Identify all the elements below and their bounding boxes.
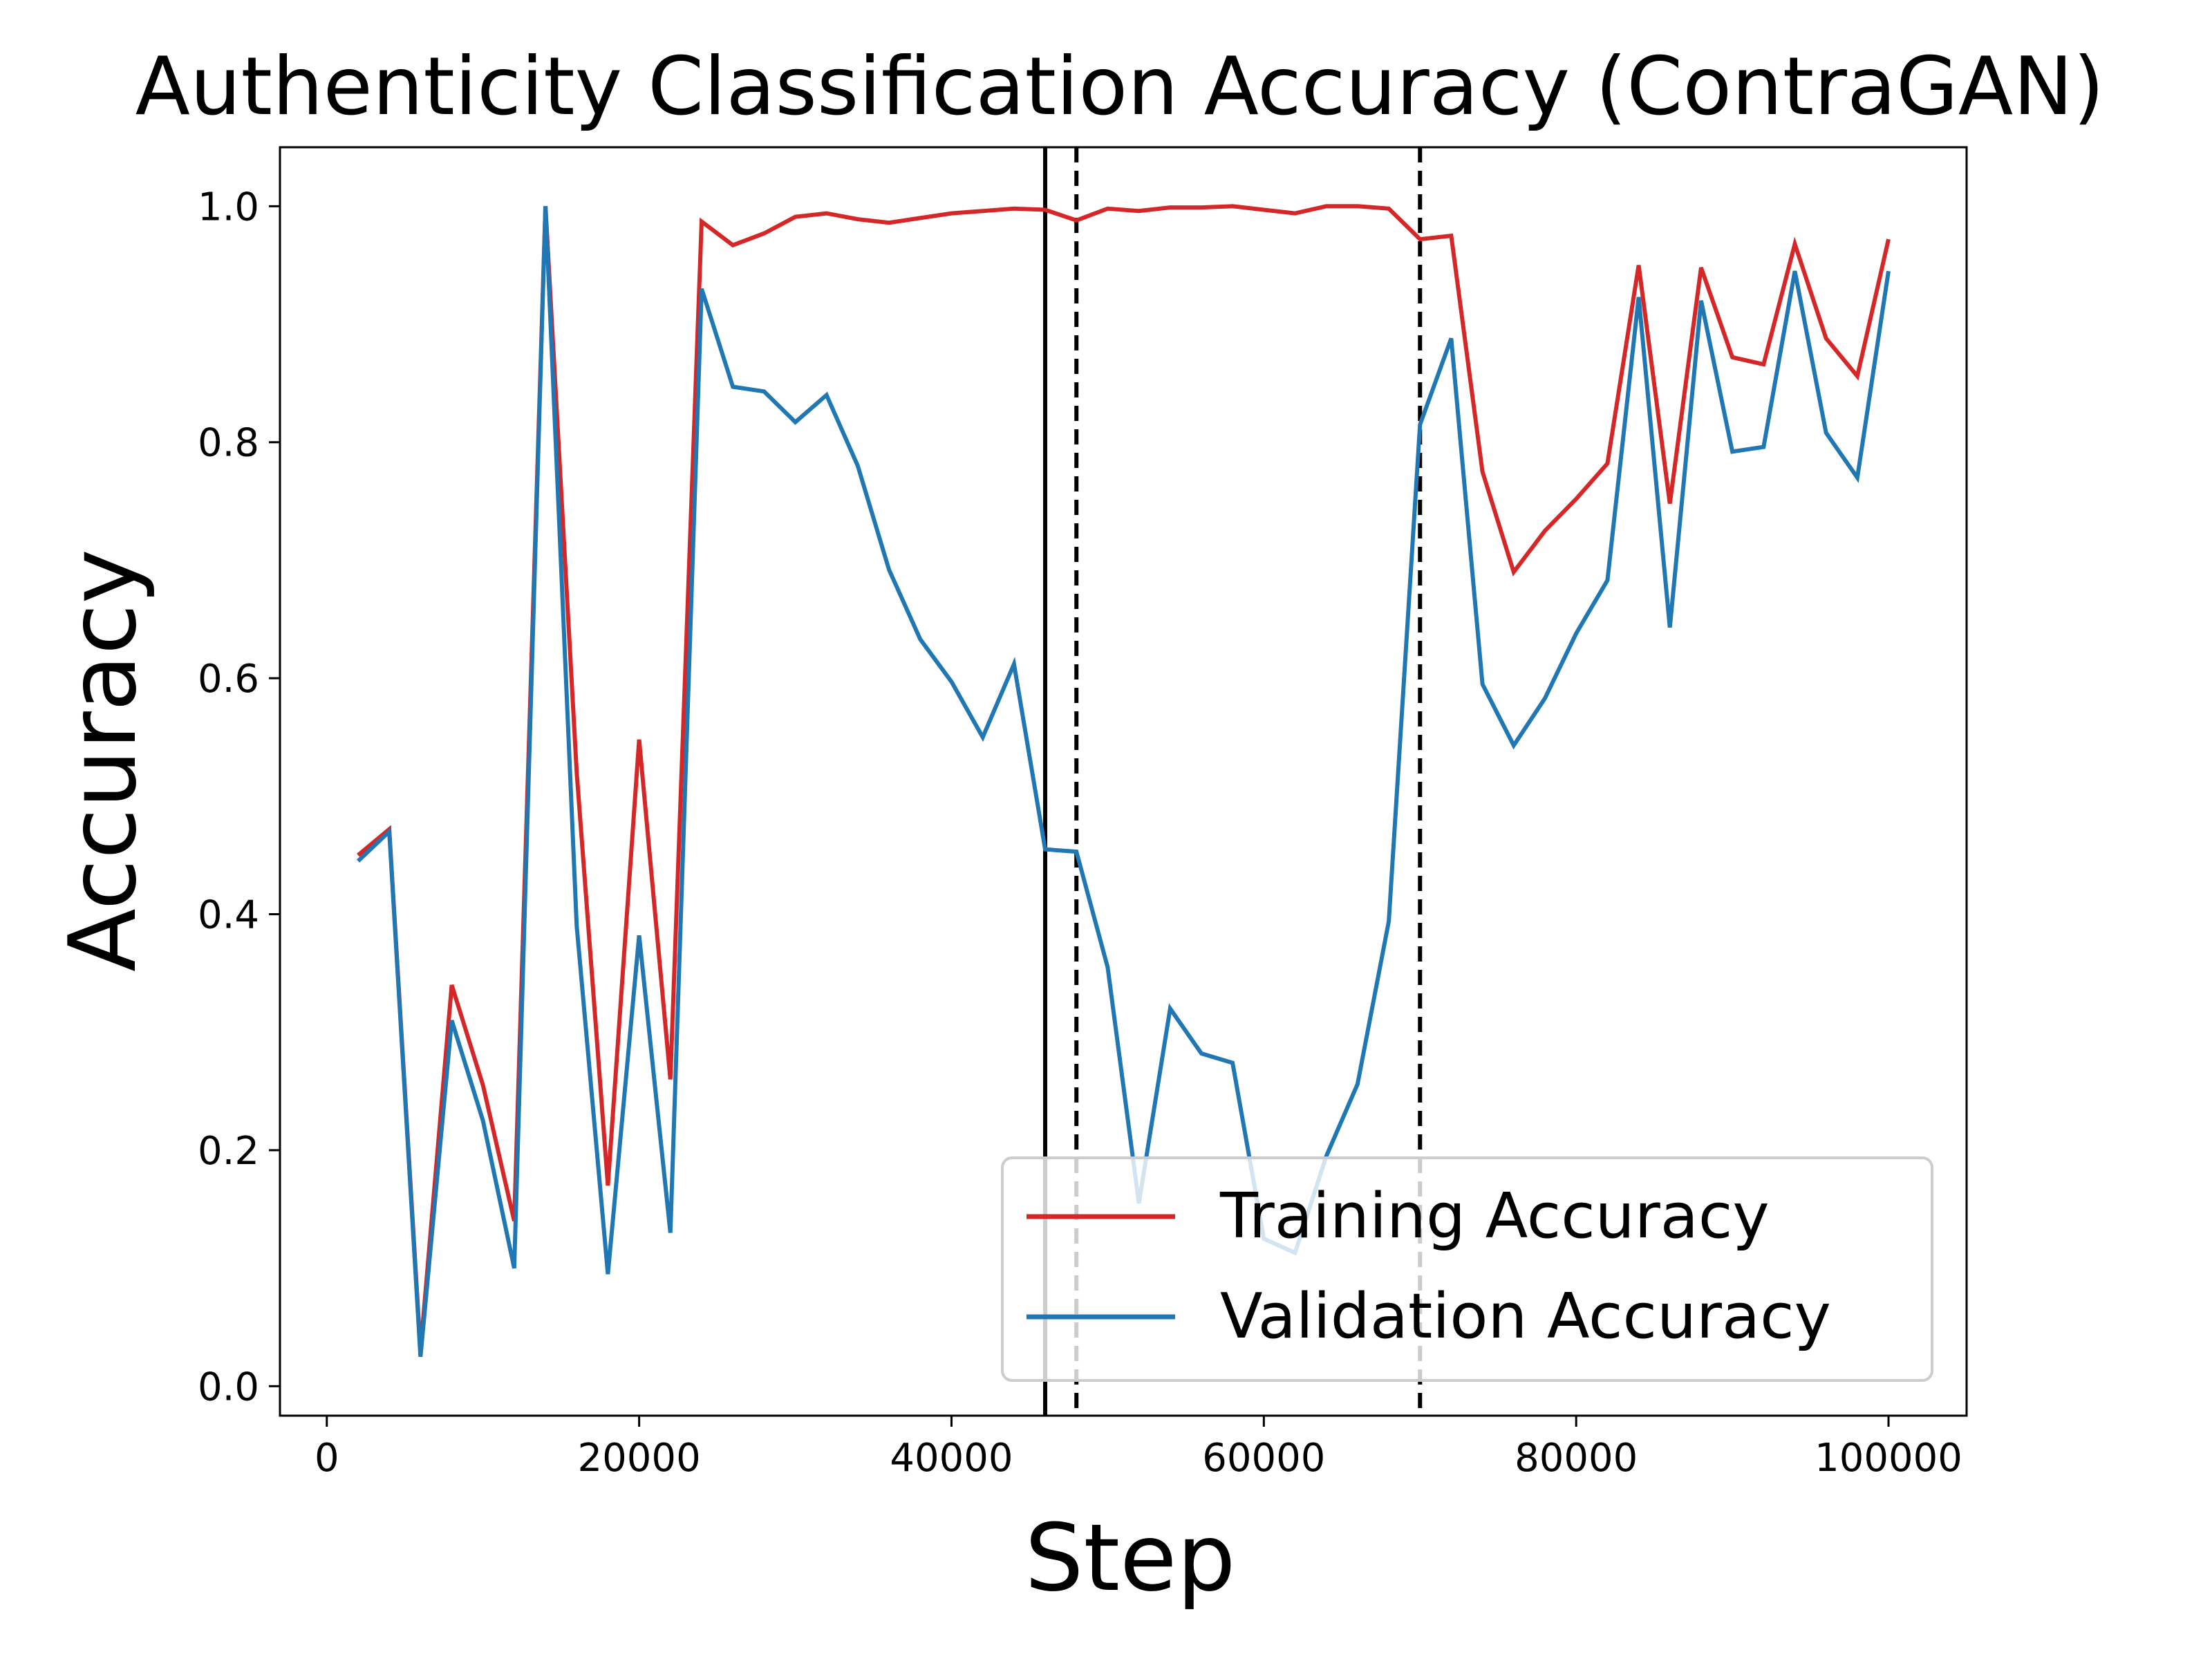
x-tick-label: 100000	[1815, 1436, 1962, 1481]
y-tick-label: 0.4	[198, 893, 259, 938]
x-axis-label: Step	[1024, 1504, 1235, 1612]
y-tick-label: 1.0	[198, 185, 259, 229]
y-axis-ticks: 0.0 0.2 0.4 0.6 0.8 1.0	[198, 185, 280, 1409]
x-tick-label: 60000	[1202, 1436, 1325, 1481]
legend-box	[1001, 1156, 1933, 1382]
legend-label-training: Training Accuracy	[1219, 1180, 1770, 1253]
y-tick-label: 0.8	[198, 421, 259, 466]
legend-label-validation: Validation Accuracy	[1220, 1280, 1831, 1353]
x-tick-label: 20000	[578, 1436, 701, 1481]
y-tick-label: 0.0	[198, 1365, 259, 1409]
series-line-training-accuracy	[357, 204, 1891, 1351]
y-axis-label: Accuracy	[49, 549, 157, 972]
x-tick-label: 40000	[890, 1436, 1013, 1481]
plot-frame	[279, 146, 1968, 1417]
x-tick-label: 0	[315, 1436, 339, 1481]
y-tick-label: 0.2	[198, 1129, 259, 1174]
x-tick-label: 80000	[1515, 1436, 1638, 1481]
x-axis-ticks: 0 20000 40000 60000 80000 100000	[315, 1416, 1962, 1481]
series-line-validation-accuracy	[356, 206, 1891, 1357]
y-tick-label: 0.6	[198, 657, 259, 702]
legend: Training Accuracy Validation Accuracy	[1001, 1156, 1933, 1382]
series-layer	[356, 204, 1891, 1357]
chart-title: Authenticity Classification Accuracy (Co…	[135, 40, 2105, 133]
